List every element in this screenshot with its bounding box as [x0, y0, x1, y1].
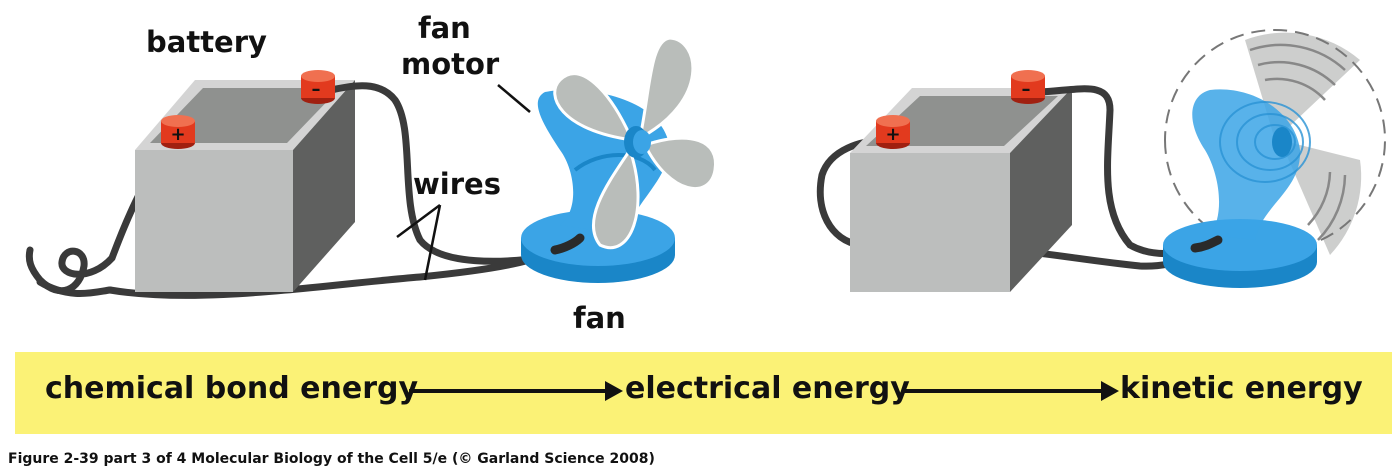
minus-sign: – [312, 79, 321, 100]
wire-plus-loop [36, 278, 114, 297]
illustration: + – battery fan motor wires fan [25, 11, 1387, 335]
fan-motor-label-line2: motor [401, 47, 500, 81]
fan-blade [553, 72, 635, 142]
fan-right [1163, 29, 1387, 288]
minus-sign: – [1022, 79, 1031, 100]
energy-flow-band: chemical bond energy electrical energy k… [15, 352, 1392, 434]
terminal-plus-right: + [876, 115, 910, 149]
fan-blade [642, 136, 718, 191]
plus-sign: + [170, 124, 185, 145]
battery-top-inner [150, 88, 340, 143]
battery-side [293, 80, 355, 292]
fan-motor-label-line1: fan [418, 11, 471, 45]
battery-label: battery [146, 25, 267, 59]
fan-blade [637, 36, 695, 141]
fan-motor-pointer [497, 84, 531, 113]
wires-pointer-2 [423, 204, 442, 281]
battery-left [135, 80, 355, 292]
energy-kinetic: kinetic energy [1120, 371, 1363, 406]
wires-label: wires [413, 167, 501, 201]
fan-label: fan [573, 301, 626, 335]
wires-pointer-1 [396, 203, 441, 239]
battery-front [135, 150, 293, 292]
arrow-right-icon [409, 381, 623, 401]
energy-chemical: chemical bond energy [45, 371, 419, 406]
figure-caption: Figure 2-39 part 3 of 4 Molecular Biolog… [8, 451, 655, 467]
fan-left [521, 36, 718, 283]
terminal-minus-right: – [1011, 70, 1045, 104]
plus-sign: + [885, 124, 900, 145]
fan-blade [592, 146, 640, 250]
energy-electrical: electrical energy [625, 371, 910, 406]
terminal-plus-left: + [161, 115, 195, 149]
arrow-right-icon [903, 381, 1119, 401]
terminal-minus-left: – [301, 70, 335, 104]
